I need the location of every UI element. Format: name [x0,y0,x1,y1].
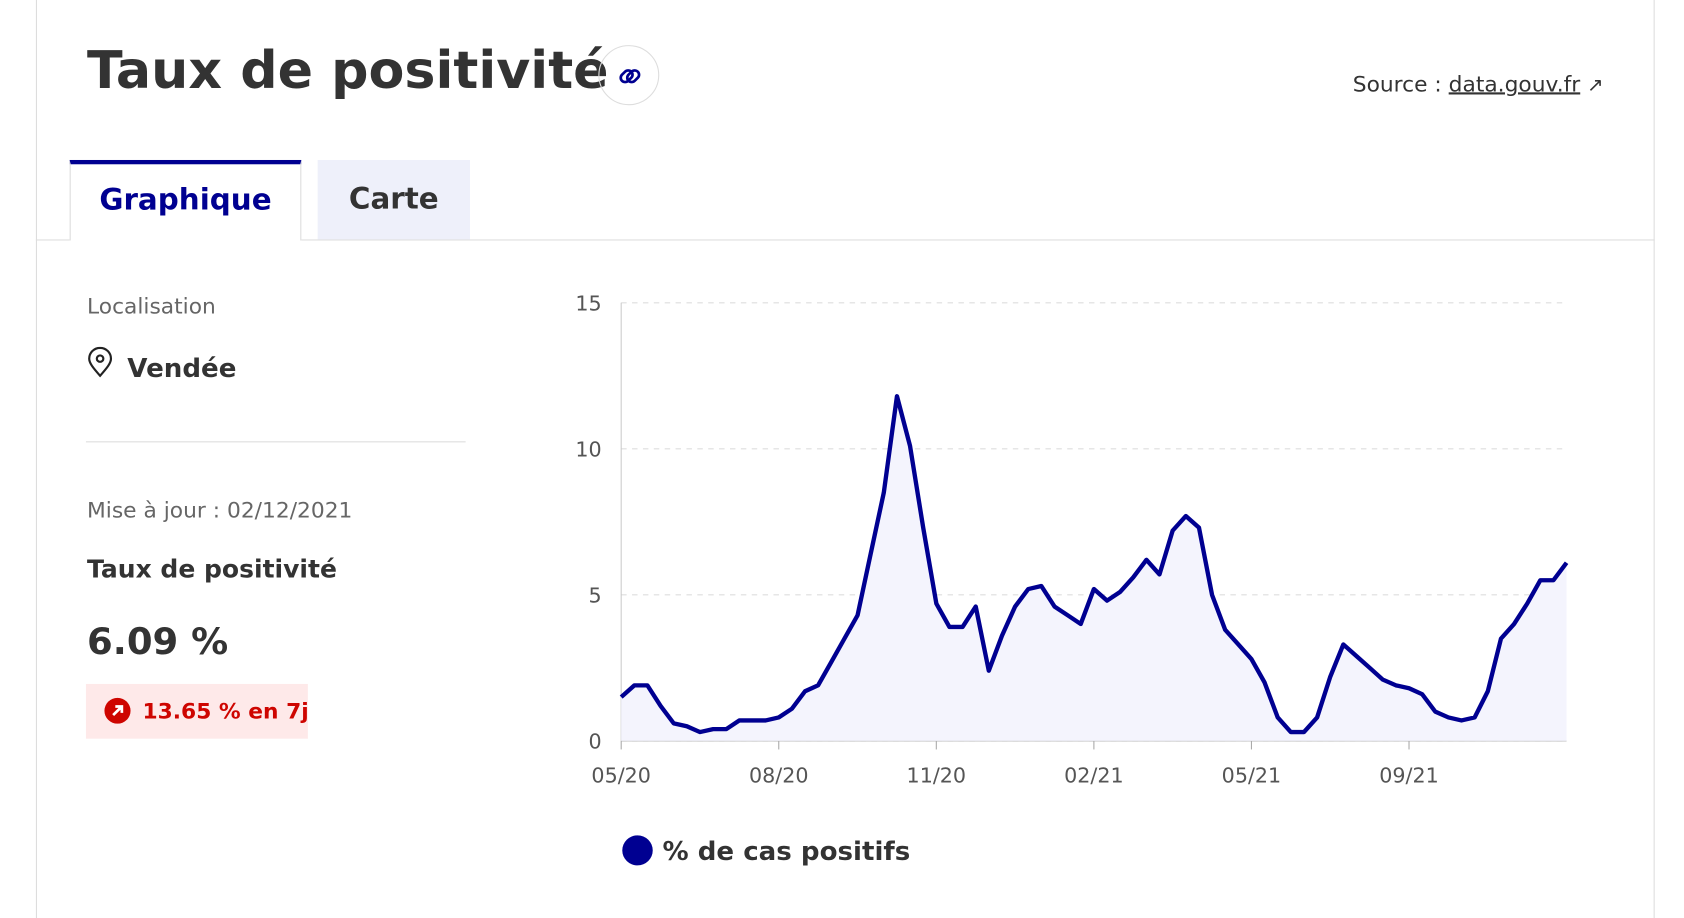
tab[interactable]: Carte [317,159,470,240]
source-label: Source : [1352,70,1442,97]
card-border [35,0,37,918]
card-border [1653,0,1655,918]
link-button[interactable] [598,45,660,106]
location-label: Localisation [87,293,216,319]
external-icon: ↗ [1587,74,1604,97]
x-tick-label: 05/21 [1222,764,1282,788]
x-tick-label: 02/21 [1064,764,1124,788]
location: Vendée [127,353,237,384]
y-tick-label: 10 [575,437,601,461]
tab-border [35,239,1655,241]
y-tick-label: 5 [588,583,601,607]
pin-icon [88,346,113,378]
change-text: 13.65 % en 7j [142,697,309,724]
line [619,394,1569,735]
y-tick-label: 15 [575,291,601,315]
page-title: Taux de positivité [87,40,609,101]
x-tick-label: 08/20 [749,764,809,788]
update-date: Mise à jour : 02/12/2021 [87,497,353,523]
indicator-value: 6.09 % [87,620,229,664]
y-tick-label: 0 [588,729,601,753]
tab-active[interactable]: Graphique [69,159,302,241]
source: Source : data.gouv.fr ↗ [1353,71,1604,97]
separator [85,441,466,443]
legend-marker [622,835,653,866]
up-icon [104,697,131,724]
x-tick-label: 05/20 [591,764,651,788]
x-tick-label: 11/20 [907,764,967,788]
area [621,396,1567,741]
legend-label: % de cas positifs [663,837,911,867]
x-tick-label: 09/21 [1379,764,1439,788]
change-badge: 13.65 % en 7j [85,683,309,739]
indicator-name: Taux de positivité [87,556,337,585]
source-link[interactable]: data.gouv.fr [1448,70,1581,97]
link-icon [619,69,641,84]
